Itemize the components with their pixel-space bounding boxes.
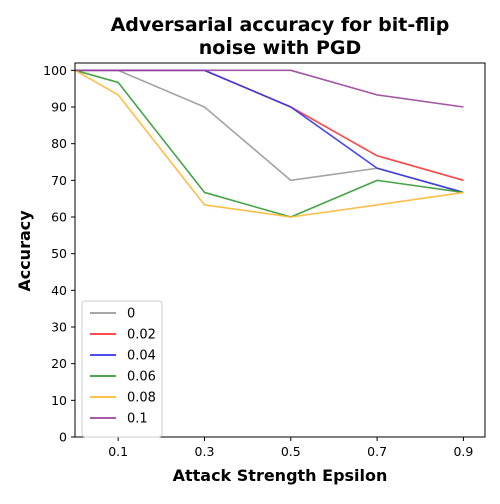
chart-title-line-2: noise with PGD	[199, 37, 361, 59]
series-line-4	[75, 70, 463, 217]
series-line-0	[75, 70, 463, 192]
chart-title-line-1: Adversarial accuracy for bit-flip	[111, 14, 450, 36]
series-line-3	[75, 70, 463, 217]
y-tick-label: 100	[43, 63, 67, 78]
y-tick-label: 70	[51, 173, 67, 188]
y-tick-label: 90	[51, 100, 67, 115]
y-tick-label: 60	[51, 210, 67, 225]
y-tick-label: 30	[51, 320, 67, 335]
x-tick-label: 0.5	[281, 444, 301, 459]
x-tick-label: 0.3	[195, 444, 215, 459]
legend-label-4: 0.08	[127, 391, 156, 406]
series-line-2	[75, 70, 463, 192]
x-axis-label: Attack Strength Epsilon	[173, 466, 388, 485]
y-tick-label: 40	[51, 283, 67, 298]
series-line-1	[75, 70, 463, 180]
y-axis-label: Accuracy	[15, 210, 34, 292]
legend-label-3: 0.06	[127, 370, 156, 385]
y-tick-label: 10	[51, 393, 67, 408]
legend-label-1: 0.02	[127, 328, 156, 343]
legend-label-2: 0.04	[127, 349, 156, 364]
y-tick-label: 50	[51, 246, 67, 261]
y-tick-label: 0	[59, 430, 67, 445]
x-tick-label: 0.7	[367, 444, 387, 459]
y-tick-label: 20	[51, 356, 67, 371]
legend: 0 0.02 0.04 0.06 0.08 0.1	[82, 301, 162, 437]
legend-label-5: 0.1	[127, 412, 148, 427]
x-tick-label: 0.9	[453, 444, 473, 459]
legend-label-0: 0	[127, 307, 135, 322]
y-tick-label: 80	[51, 136, 67, 151]
x-tick-label: 0.1	[108, 444, 128, 459]
